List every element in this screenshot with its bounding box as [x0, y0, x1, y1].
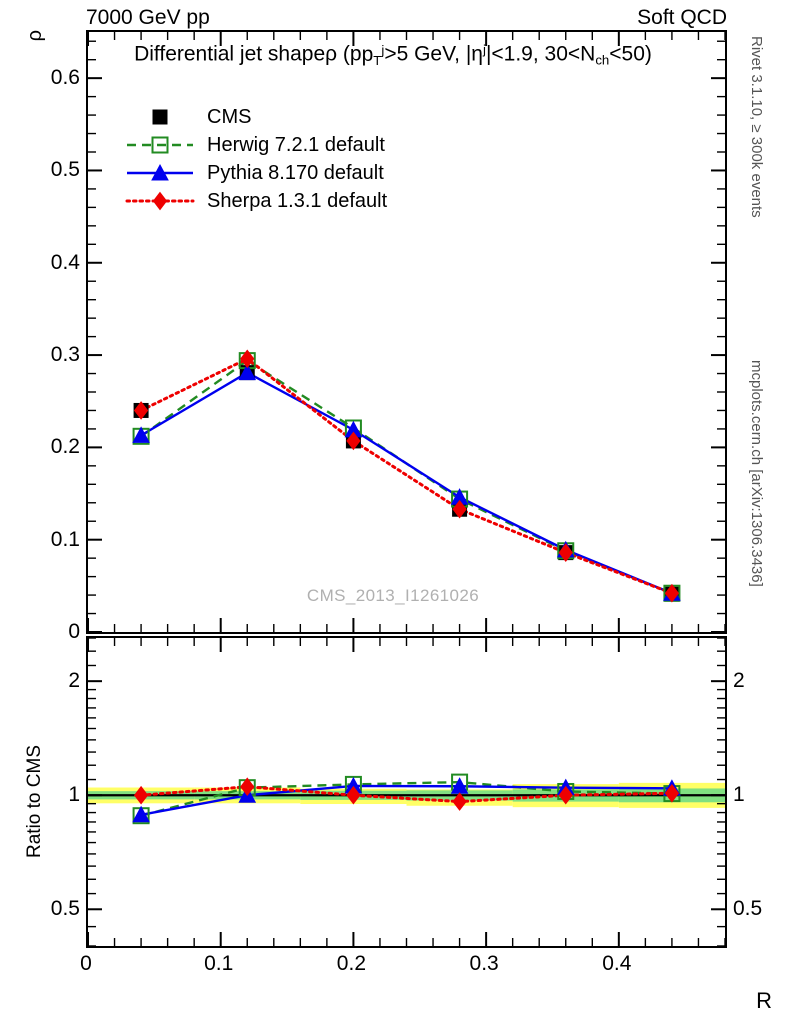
- rivet-version-note: Rivet 3.1.10, ≥ 300k events: [748, 36, 765, 218]
- analysis-id-watermark: CMS_2013_I1261026: [306, 586, 480, 605]
- y-tick-label-main-5: 0.6: [50, 66, 80, 90]
- x-tick-label-4: 0.4: [602, 952, 632, 975]
- y-tick-labels-ratio: 0.5 1 2: [0, 636, 80, 948]
- y-tick-label-main-1: 0.2: [50, 435, 80, 459]
- legend-item-herwig[interactable]: Herwig 7.2.1 default: [127, 131, 387, 159]
- axis-ticks: [88, 32, 725, 632]
- plot-title-cond-mid: >5 GeV, |η: [384, 42, 483, 66]
- legend-marker-herwig: [151, 136, 169, 154]
- plot-title-pt-sup: j: [381, 42, 385, 57]
- legend-key-herwig: [127, 135, 193, 155]
- main-datapoint-sherpa-2: [346, 431, 361, 451]
- plot-title-cond-close: <50): [609, 42, 652, 66]
- x-tick-labels: 0 0.1 0.2 0.3 0.4: [80, 952, 727, 982]
- y-tick-label-ratio-0: 0.5: [50, 897, 80, 921]
- plot-title-cond-mid2: |<1.9, 30<N: [485, 42, 596, 66]
- y-tick-label-ratio-2: 2: [68, 669, 80, 693]
- plot-title-nch-sub: ch: [595, 52, 610, 68]
- main-datapoint-pythia-0: [132, 426, 150, 443]
- legend: CMS Herwig 7.2.1 default Pythia 8.170 defa…: [125, 103, 388, 215]
- main-datapoint-pythia-1: [238, 363, 257, 381]
- y-tick-label-ratio-right-0: 0.5: [733, 897, 763, 921]
- ratio-plot-panel: [86, 636, 727, 948]
- main-series-line-herwig: [140, 359, 673, 595]
- x-axis-label: R: [756, 988, 772, 1013]
- y-tick-label-main-4: 0.5: [50, 158, 80, 182]
- legend-label-herwig: Herwig 7.2.1 default: [207, 133, 385, 156]
- ratio-datapoint-sherpa-3: [452, 792, 467, 811]
- legend-marker-cms: [152, 109, 168, 125]
- legend-key-pythia: [127, 163, 193, 183]
- main-series-line-pythia: [140, 371, 673, 595]
- ratio-datapoint-pythia-0: [132, 805, 150, 823]
- ratio-series-line-pythia: [140, 784, 672, 816]
- legend-key-cms: [127, 107, 193, 127]
- y-tick-label-main-0: 0.1: [50, 527, 80, 551]
- header-beam-energy: 7000 GeV pp: [86, 6, 210, 29]
- plot-title-cond-open: (p: [337, 42, 362, 66]
- x-tick-label-1: 0.1: [204, 952, 234, 975]
- main-datapoint-sherpa-1: [240, 349, 255, 369]
- legend-key-sherpa: [125, 191, 195, 211]
- ratio-datapoint-sherpa-0: [133, 785, 149, 805]
- ratio-datapoint-sherpa-4: [558, 785, 573, 805]
- x-tick-label-3: 0.3: [469, 952, 499, 975]
- mcplots-source-note: mcplots.cern.ch [arXiv:1306.3436]: [748, 360, 765, 587]
- ratio-datapoint-sherpa-1: [240, 777, 255, 797]
- y-tick-label-main-2: 0.3: [50, 343, 80, 367]
- y-tick-label-main-zero: 0: [68, 620, 80, 643]
- plot-title: Differential jet shapeρ (ppTj>5 GeV, |ηj…: [0, 42, 786, 68]
- legend-item-pythia[interactable]: Pythia 8.170 default: [127, 159, 387, 187]
- x-tick-label-0: 0: [80, 952, 92, 975]
- main-series-line-sherpa: [139, 357, 674, 595]
- header-analysis-topic: Soft QCD: [637, 6, 727, 29]
- legend-marker-pythia: [151, 163, 169, 181]
- main-plot-panel: [86, 30, 727, 634]
- legend-marker-sherpa: [152, 191, 168, 211]
- main-datapoint-sherpa-5: [664, 583, 680, 603]
- main-plot-canvas: [88, 32, 725, 632]
- legend-item-sherpa[interactable]: Sherpa 1.3.1 default: [125, 187, 388, 215]
- y-tick-labels-main: 0.1 0.2 0.3 0.4 0.5 0.6 0: [0, 30, 80, 643]
- ratio-datapoint-sherpa-5: [664, 783, 680, 803]
- legend-item-cms[interactable]: CMS: [127, 103, 387, 131]
- legend-label-cms: CMS: [207, 105, 252, 128]
- main-datapoint-sherpa-4: [558, 543, 573, 562]
- y-tick-labels-ratio-right: 0.5 1 2: [733, 636, 786, 948]
- plot-title-pt-sub: T: [373, 52, 382, 68]
- y-tick-label-ratio-1: 1: [68, 783, 80, 807]
- ratio-series-line-herwig: [140, 780, 672, 817]
- plot-title-eta-sup: j: [483, 42, 486, 57]
- y-tick-label-ratio-right-1: 1: [733, 783, 745, 807]
- y-tick-label-ratio-right-2: 2: [733, 669, 745, 693]
- legend-label-pythia: Pythia 8.170 default: [207, 161, 384, 184]
- plot-title-rho: ρ: [325, 42, 338, 66]
- legend-label-sherpa: Sherpa 1.3.1 default: [207, 189, 388, 212]
- main-datapoint-sherpa-0: [133, 401, 149, 420]
- ratio-plot-canvas: [88, 638, 725, 946]
- y-tick-label-main-3: 0.4: [50, 250, 80, 274]
- x-tick-label-2: 0.2: [336, 952, 367, 975]
- ratio-series-line-sherpa: [139, 785, 674, 804]
- plot-title-main: Differential jet shape: [134, 42, 326, 66]
- ratio-datapoint-sherpa-2: [346, 785, 361, 805]
- plot-title-pt: pTj: [361, 42, 385, 68]
- main-datapoint-sherpa-3: [452, 499, 467, 519]
